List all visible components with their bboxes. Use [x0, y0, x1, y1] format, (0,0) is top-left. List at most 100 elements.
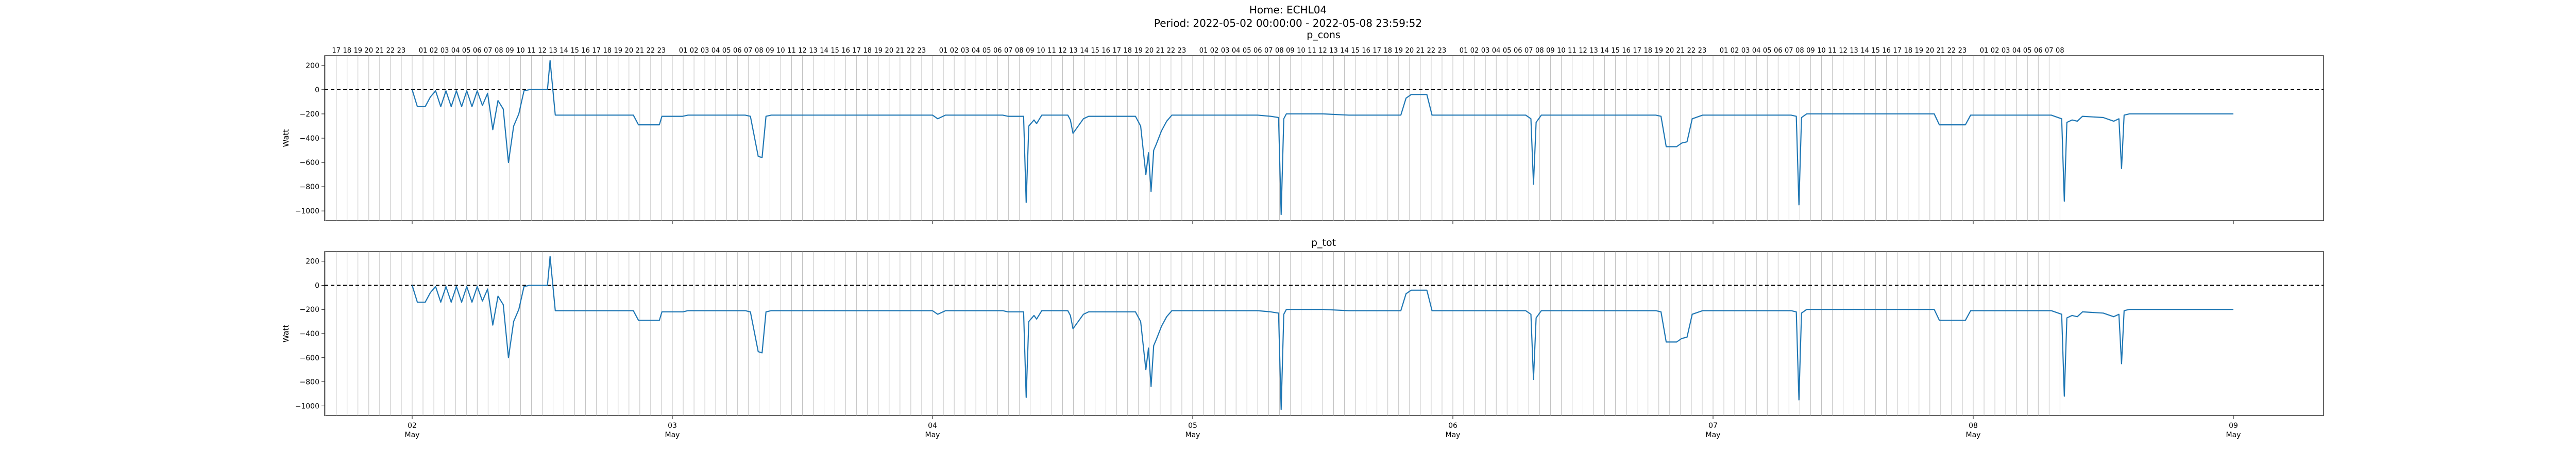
hour-tick-label: 13 [1850, 47, 1858, 55]
hour-tick-label: 23 [1438, 47, 1447, 55]
hour-tick-label: 13 [809, 47, 818, 55]
hour-tick-label: 01 [1720, 47, 1728, 55]
hour-tick-label: 08 [495, 47, 503, 55]
hour-tick-label: 22 [386, 47, 395, 55]
hour-tick-label: 15 [1351, 47, 1360, 55]
hour-tick-label: 04 [972, 47, 980, 55]
hour-tick-label: 07 [2045, 47, 2054, 55]
hour-tick-label: 03 [961, 47, 970, 55]
hour-tick-label: 21 [1156, 47, 1165, 55]
hour-tick-label: 01 [1980, 47, 1989, 55]
hour-tick-label: 17 [852, 47, 861, 55]
hourly-grid-p-cons [325, 56, 2060, 221]
chart-panel-p-cons: p_cons Watt 17 18 19 20 21 22 23 01 02 03 04 05 06 07… [281, 29, 2324, 224]
figure-title-line1: Home: ECHL04 [1249, 4, 1327, 16]
hour-tick-label: 14 [1600, 47, 1609, 55]
hour-tick-label: 01 [679, 47, 688, 55]
hour-tick-label: 10 [776, 47, 785, 55]
hour-tick-label: 07 [1264, 47, 1273, 55]
hour-tick-label: 04 [2012, 47, 2021, 55]
y-tick-label: −600 [300, 354, 319, 362]
hour-tick-label: 16 [1882, 47, 1891, 55]
hour-tick-label: 15 [570, 47, 579, 55]
hour-tick-label: 16 [1101, 47, 1110, 55]
hour-tick-label: 12 [798, 47, 807, 55]
hour-tick-label: 20 [1145, 47, 1154, 55]
hour-tick-label: 12 [1058, 47, 1067, 55]
x-tick-label-day: 08 [1969, 422, 1978, 430]
hour-tick-label: 11 [787, 47, 796, 55]
hour-tick-label: 13 [549, 47, 557, 55]
hour-tick-label: 02 [1470, 47, 1479, 55]
hour-tick-label: 10 [1557, 47, 1566, 55]
hour-tick-label: 21 [1676, 47, 1685, 55]
hour-tick-label: 04 [711, 47, 720, 55]
hour-tick-label: 18 [1383, 47, 1392, 55]
hour-tick-label: 07 [1004, 47, 1013, 55]
hour-tick-label: 01 [419, 47, 428, 55]
hour-tick-label: 07 [1785, 47, 1793, 55]
hour-tick-label: 01 [1460, 47, 1468, 55]
y-tick-label: −1000 [295, 207, 319, 216]
hour-tick-label: 13 [1069, 47, 1078, 55]
hour-tick-label: 05 [982, 47, 991, 55]
hour-tick-label: 15 [831, 47, 839, 55]
hour-tick-label: 02 [1991, 47, 1999, 55]
hour-tick-label: 02 [690, 47, 699, 55]
hour-tick-label: 22 [1167, 47, 1176, 55]
x-tick-label-month: May [1706, 431, 1721, 439]
hour-tick-label: 08 [2056, 47, 2064, 55]
y-tick-label: −600 [300, 159, 319, 167]
hour-tick-label: 10 [1037, 47, 1045, 55]
y-tick-label: 200 [306, 258, 319, 266]
hour-tick-label: 06 [1774, 47, 1783, 55]
hour-tick-label: 14 [560, 47, 568, 55]
hour-tick-label: 06 [733, 47, 742, 55]
hour-tick-label: 08 [755, 47, 764, 55]
hour-tick-label: 05 [1503, 47, 1512, 55]
y-axis-label-p-tot: Watt [281, 324, 291, 342]
hour-tick-label: 15 [1091, 47, 1099, 55]
hour-tick-label: 03 [1221, 47, 1230, 55]
hour-tick-label: 09 [766, 47, 774, 55]
hour-tick-label: 18 [1123, 47, 1132, 55]
hour-tick-label: 10 [1817, 47, 1826, 55]
hour-tick-label: 20 [365, 47, 374, 55]
hour-tick-label: 11 [1828, 47, 1837, 55]
hour-tick-label: 18 [603, 47, 612, 55]
hour-tick-label: 08 [1015, 47, 1024, 55]
hour-tick-label: 18 [1904, 47, 1912, 55]
hour-tick-label: 19 [1655, 47, 1664, 55]
y-tick-label: −400 [300, 330, 319, 338]
hour-tick-label: 18 [1643, 47, 1652, 55]
hour-tick-label: 21 [896, 47, 905, 55]
hour-tick-label: 08 [1275, 47, 1284, 55]
hour-tick-label: 23 [1698, 47, 1707, 55]
hour-tick-label: 12 [1839, 47, 1848, 55]
hour-tick-label: 05 [1243, 47, 1251, 55]
x-tick-label-day: 05 [1188, 422, 1197, 430]
x-tick-label-day: 06 [1448, 422, 1458, 430]
hour-tick-label: 16 [1362, 47, 1370, 55]
hour-tick-label: 19 [1134, 47, 1143, 55]
hour-tick-label: 03 [1481, 47, 1490, 55]
x-tick-label-month: May [665, 431, 680, 439]
y-axis-label-p-cons: Watt [281, 129, 291, 147]
hour-tick-label: 02 [1210, 47, 1219, 55]
x-tick-label-day: 09 [2229, 422, 2238, 430]
series-line-p-tot [411, 256, 2233, 410]
hour-tick-label: 15 [1611, 47, 1620, 55]
hour-tick-label: 14 [1860, 47, 1869, 55]
hour-tick-label: 03 [701, 47, 709, 55]
hour-tick-label: 16 [581, 47, 590, 55]
hour-tick-label: 12 [1579, 47, 1587, 55]
y-tick-label: 0 [315, 86, 319, 94]
hour-tick-label: 13 [1329, 47, 1338, 55]
x-ticks-p-cons [412, 221, 2234, 224]
hour-tick-label: 14 [1340, 47, 1349, 55]
hour-tick-label: 22 [907, 47, 916, 55]
hour-tick-label: 23 [1178, 47, 1187, 55]
hour-tick-label: 18 [863, 47, 872, 55]
x-tick-label-month: May [1446, 431, 1461, 439]
hour-tick-label: 05 [722, 47, 731, 55]
